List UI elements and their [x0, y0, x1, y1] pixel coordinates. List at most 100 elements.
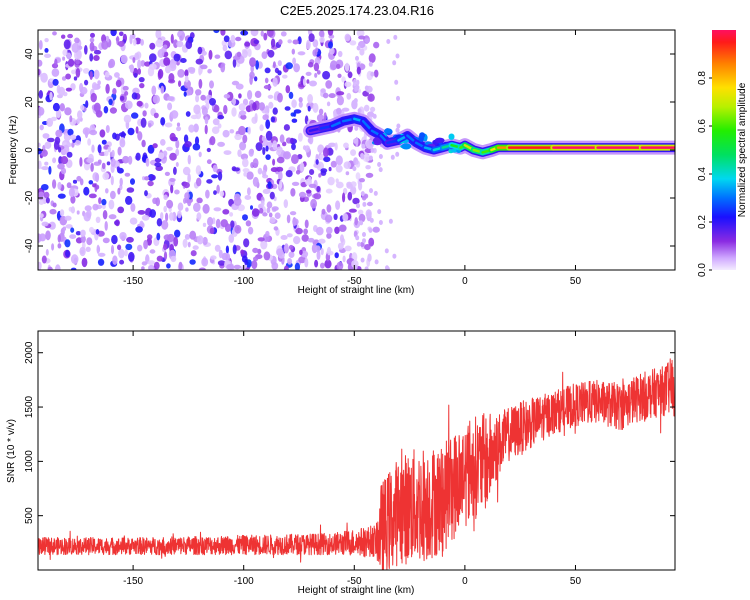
noise-blob	[41, 221, 49, 227]
noise-blob	[206, 159, 212, 165]
noise-blob	[143, 239, 149, 250]
noise-blob	[305, 71, 312, 76]
noise-blob	[320, 262, 325, 269]
noise-blob	[388, 218, 393, 224]
noise-blob	[97, 159, 102, 164]
noise-blob	[362, 154, 371, 163]
noise-blob	[204, 116, 209, 125]
noise-blob	[310, 198, 317, 209]
noise-blob	[269, 217, 276, 224]
noise-blob	[133, 72, 138, 78]
noise-blob	[220, 30, 226, 36]
noise-blob	[288, 244, 294, 250]
noise-blob	[40, 149, 48, 157]
noise-blob	[63, 39, 71, 50]
noise-blob	[114, 72, 120, 78]
noise-blob	[173, 39, 179, 49]
noise-blob	[101, 40, 109, 50]
noise-blob	[147, 180, 154, 187]
noise-blob	[118, 248, 125, 259]
noise-blob	[144, 61, 151, 67]
noise-blob	[330, 160, 337, 168]
noise-blob	[373, 190, 378, 196]
noise-blob	[151, 174, 156, 181]
heatmap-x-tick-label: 50	[570, 276, 582, 287]
noise-blob	[261, 169, 267, 177]
noise-blob	[62, 56, 66, 61]
noise-blob	[228, 234, 235, 243]
noise-blob	[110, 175, 114, 186]
noise-blob	[262, 114, 269, 121]
noise-blob	[362, 232, 366, 237]
noise-blob	[131, 92, 138, 100]
noise-blob	[265, 130, 273, 141]
noise-blob	[283, 151, 291, 160]
noise-blob	[101, 139, 107, 145]
noise-blob	[254, 113, 258, 123]
noise-blob	[346, 92, 352, 100]
noise-blob	[70, 206, 75, 214]
ridge-blob	[448, 133, 455, 140]
noise-blob	[105, 83, 110, 94]
noise-blob	[279, 134, 285, 144]
noise-blob	[166, 199, 174, 209]
noise-blob	[87, 138, 91, 146]
noise-blob	[370, 106, 376, 113]
noise-blob	[276, 166, 284, 172]
colorbar-tick-label: 0.4	[697, 167, 708, 181]
noise-blob	[44, 53, 51, 58]
noise-blob	[344, 245, 352, 252]
noise-blob	[71, 142, 75, 148]
noise-blob	[156, 232, 161, 241]
noise-blob	[390, 154, 395, 160]
heatmap-x-tick-label: -100	[234, 276, 254, 287]
noise-blob	[66, 182, 72, 189]
noise-blob	[238, 125, 246, 136]
noise-blob	[246, 171, 254, 180]
noise-blob	[333, 213, 338, 220]
noise-blob	[91, 82, 98, 91]
noise-blob	[359, 178, 365, 183]
noise-blob	[73, 76, 78, 81]
noise-blob	[338, 224, 347, 232]
noise-blob	[95, 184, 100, 190]
noise-blob	[195, 165, 202, 176]
noise-blob	[224, 50, 233, 60]
noise-blob	[285, 85, 291, 94]
noise-blob	[367, 111, 375, 118]
noise-blob	[74, 37, 80, 44]
noise-blob	[52, 78, 59, 86]
noise-blob	[89, 37, 95, 43]
noise-blob	[198, 267, 206, 270]
snr-panel: -150 -100 -50 0 50 500 1000 1500 2000 Height of…	[6, 330, 676, 596]
noise-blob	[141, 266, 145, 270]
noise-blob	[290, 188, 296, 197]
noise-blob	[234, 133, 242, 141]
noise-blob	[291, 181, 300, 186]
noise-blob	[193, 123, 199, 133]
noise-blob	[69, 234, 77, 240]
noise-blob	[287, 39, 293, 44]
noise-blob	[147, 234, 153, 240]
noise-blob	[140, 39, 145, 46]
noise-blob	[316, 70, 321, 75]
noise-blob	[326, 226, 333, 235]
noise-blob	[160, 117, 166, 126]
noise-blob	[108, 60, 113, 69]
snr-y-tick-label: 1000	[24, 450, 35, 473]
noise-blob	[269, 191, 275, 200]
noise-blob	[132, 57, 136, 63]
noise-blob	[79, 86, 88, 95]
noise-blob	[129, 217, 138, 225]
noise-blob	[65, 224, 73, 229]
noise-blob	[263, 251, 271, 261]
noise-blob	[157, 68, 164, 79]
noise-blob	[384, 248, 389, 254]
noise-blob	[41, 166, 49, 171]
noise-blob	[152, 143, 158, 149]
noise-blob	[111, 149, 115, 158]
noise-blob	[337, 50, 343, 58]
noise-blob	[206, 147, 211, 153]
noise-blob	[188, 124, 195, 133]
